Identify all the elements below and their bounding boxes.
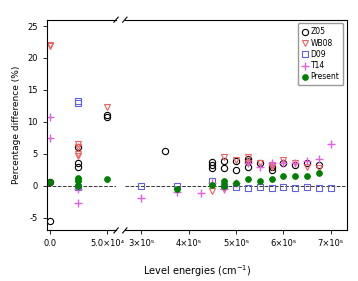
Text: Level energies (cm$^{-1}$): Level energies (cm$^{-1}$) xyxy=(143,264,251,279)
Legend: Z05, WB08, D09, T14, Present: Z05, WB08, D09, T14, Present xyxy=(298,24,343,85)
Y-axis label: Percentage difference (%): Percentage difference (%) xyxy=(13,66,21,184)
